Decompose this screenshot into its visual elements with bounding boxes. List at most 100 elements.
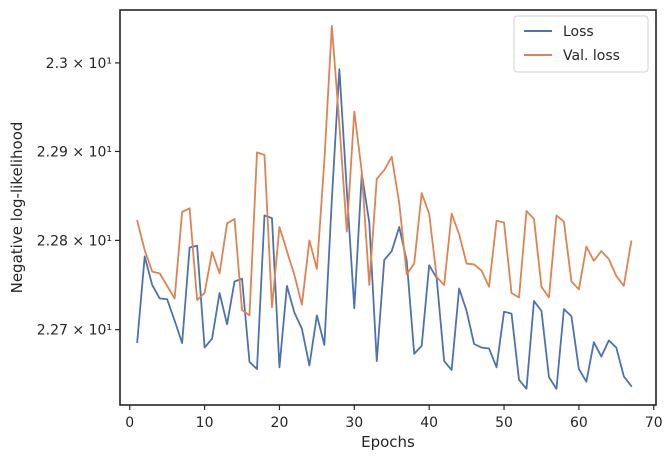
x-tick-label: 10 xyxy=(196,415,214,431)
data-point xyxy=(226,222,229,225)
data-point xyxy=(577,288,580,291)
data-point xyxy=(323,344,326,347)
data-point xyxy=(607,258,610,261)
data-point xyxy=(263,154,266,157)
data-point xyxy=(540,285,543,288)
legend: Loss Val. loss xyxy=(513,15,649,73)
x-tick-label: 40 xyxy=(420,415,438,431)
x-tick-label: 0 xyxy=(125,415,134,431)
y-axis-ticks: 2.27 × 10¹ 2.28 × 10¹ 2.29 × 10¹ 2.3 × 10¹ xyxy=(37,56,120,339)
y-axis-title: Negative log-likelihood xyxy=(8,122,26,294)
legend-label: Loss xyxy=(563,24,594,40)
data-point xyxy=(196,299,199,302)
data-point xyxy=(615,346,618,349)
data-point xyxy=(241,309,244,312)
data-point xyxy=(488,285,491,288)
data-point xyxy=(151,270,154,273)
data-point xyxy=(518,296,521,299)
y-tick-label: 2.3 × 10¹ xyxy=(46,56,112,72)
data-point xyxy=(458,287,461,290)
data-point xyxy=(158,272,161,275)
data-point xyxy=(600,355,603,358)
data-point xyxy=(315,268,318,271)
data-point xyxy=(226,323,229,326)
data-point xyxy=(345,189,348,192)
data-point xyxy=(458,233,461,236)
data-point xyxy=(301,303,304,306)
data-point xyxy=(338,123,341,126)
x-tick-label: 70 xyxy=(645,415,663,431)
data-point xyxy=(600,250,603,253)
data-point xyxy=(158,297,161,300)
data-point xyxy=(368,284,371,287)
legend-label: Val. loss xyxy=(563,48,620,64)
data-point xyxy=(480,346,483,349)
data-point xyxy=(233,280,236,283)
data-point xyxy=(248,361,251,364)
data-point xyxy=(390,155,393,158)
data-point xyxy=(383,259,386,262)
data-point xyxy=(136,219,139,222)
data-point xyxy=(256,151,259,154)
data-point xyxy=(383,169,386,172)
data-point xyxy=(271,217,274,220)
data-point xyxy=(308,364,311,367)
data-point xyxy=(151,284,154,287)
x-axis-ticks: 0 10 20 30 40 50 60 70 xyxy=(125,405,663,431)
data-point xyxy=(465,262,468,265)
x-axis-title: Epochs xyxy=(361,433,415,451)
data-point xyxy=(473,263,476,266)
data-point xyxy=(488,347,491,350)
data-point xyxy=(435,276,438,279)
data-point xyxy=(143,249,146,252)
data-point xyxy=(428,212,431,215)
data-point xyxy=(338,68,341,71)
data-point xyxy=(345,230,348,233)
data-point xyxy=(533,300,536,303)
x-tick-label: 30 xyxy=(345,415,363,431)
data-point xyxy=(271,306,274,309)
data-point xyxy=(495,366,498,369)
data-point xyxy=(315,314,318,317)
data-point xyxy=(607,339,610,342)
data-point xyxy=(301,327,304,330)
data-point xyxy=(480,269,483,272)
data-point xyxy=(450,369,453,372)
data-point xyxy=(188,207,191,210)
data-point xyxy=(293,274,296,277)
data-point xyxy=(286,250,289,253)
data-point xyxy=(563,220,566,223)
y-tick-label: 2.29 × 10¹ xyxy=(37,144,112,160)
data-point xyxy=(548,296,551,299)
data-point xyxy=(323,159,326,162)
data-point xyxy=(630,240,633,243)
data-point xyxy=(533,218,536,221)
data-point xyxy=(256,368,259,371)
data-point xyxy=(510,312,513,315)
data-point xyxy=(622,284,625,287)
data-point xyxy=(136,341,139,344)
data-point xyxy=(308,239,311,242)
data-point xyxy=(577,368,580,371)
data-point xyxy=(525,387,528,390)
data-point xyxy=(330,24,333,27)
data-point xyxy=(278,226,281,229)
data-point xyxy=(585,380,588,383)
data-point xyxy=(203,292,206,295)
data-point xyxy=(622,375,625,378)
data-point xyxy=(570,315,573,318)
data-point xyxy=(495,219,498,222)
data-point xyxy=(166,284,169,287)
data-point xyxy=(286,284,289,287)
data-point xyxy=(630,385,633,388)
data-point xyxy=(585,245,588,248)
data-point xyxy=(173,297,176,300)
data-point xyxy=(592,341,595,344)
series-layer xyxy=(136,24,633,390)
data-point xyxy=(398,226,401,229)
data-point xyxy=(173,319,176,322)
data-point xyxy=(503,310,506,313)
data-point xyxy=(413,352,416,355)
data-point xyxy=(420,344,423,347)
data-point xyxy=(263,214,266,217)
